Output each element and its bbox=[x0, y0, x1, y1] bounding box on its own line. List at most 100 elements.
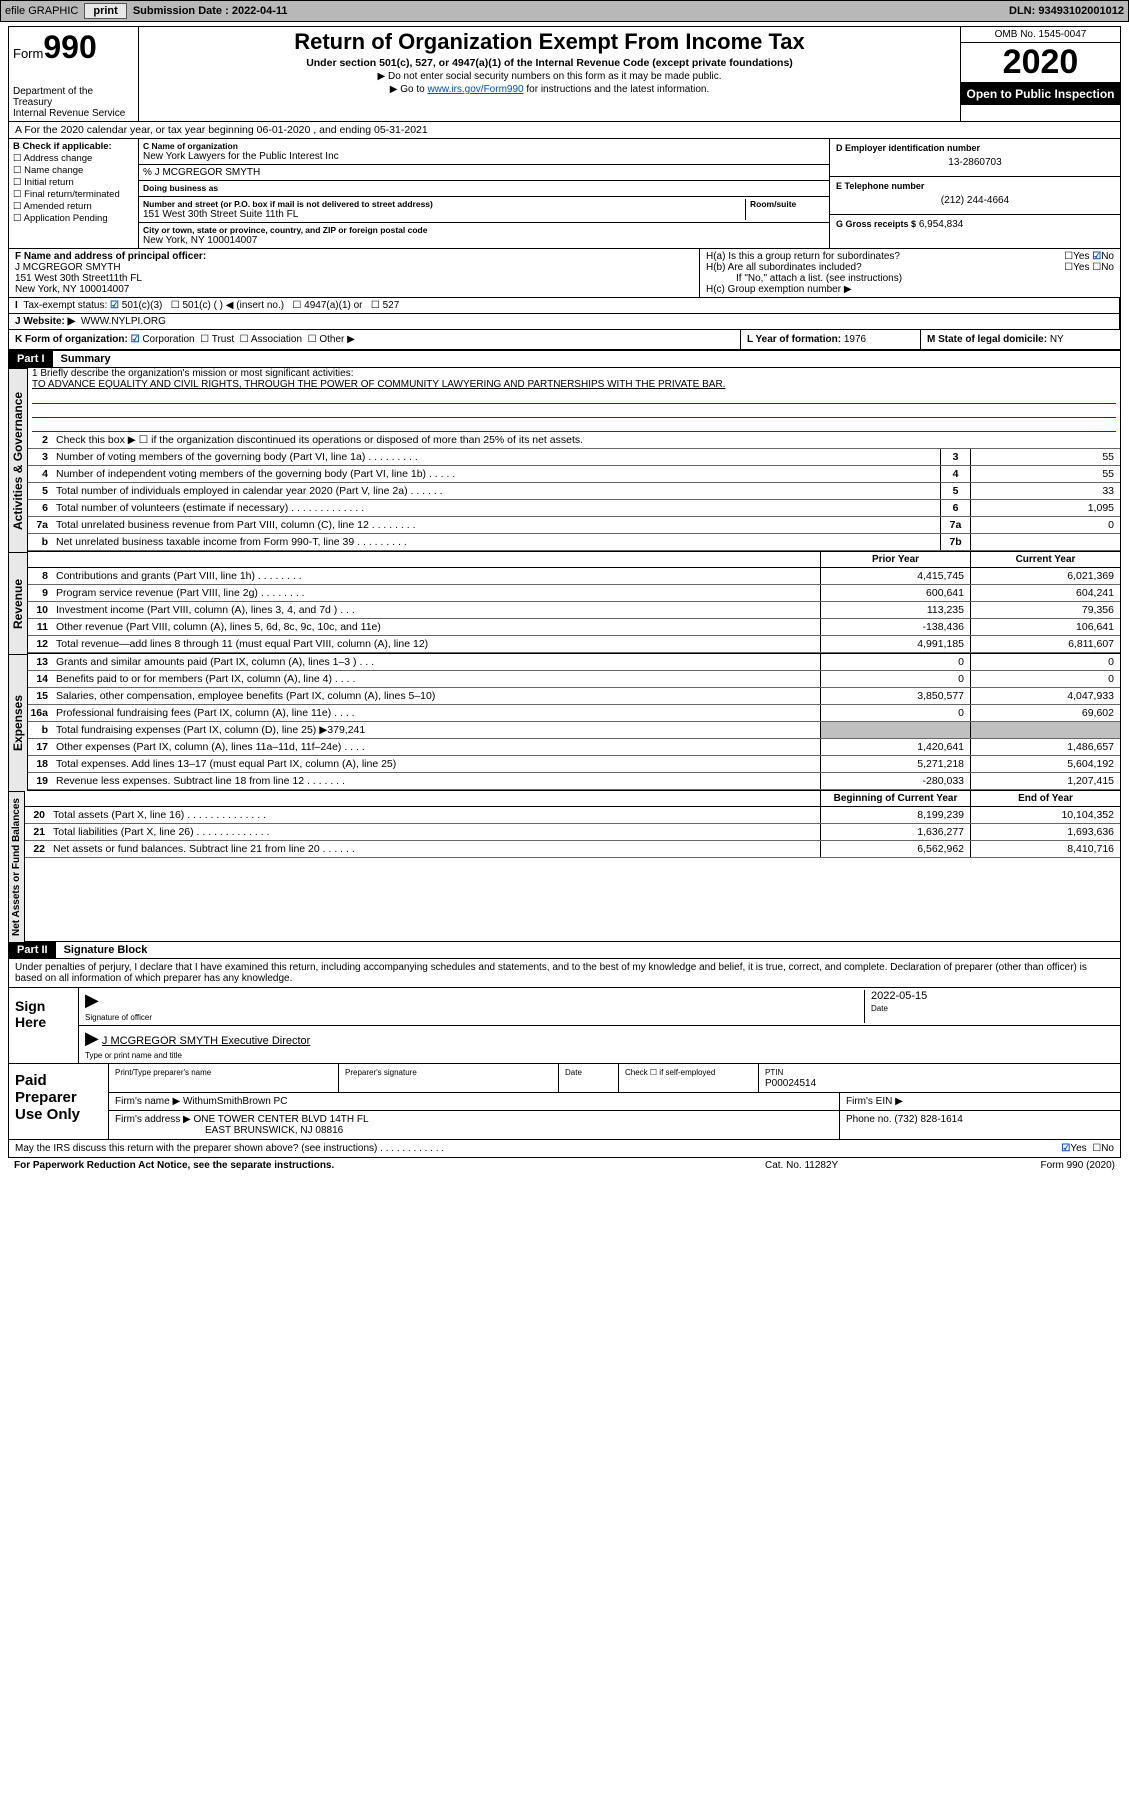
gov-line-6: 6Total number of volunteers (estimate if… bbox=[28, 500, 1120, 517]
hc-label: H(c) Group exemption number ▶ bbox=[706, 284, 1114, 295]
col-b-checkboxes: B Check if applicable: ☐ Address change … bbox=[9, 139, 139, 248]
website-value: WWW.NYLPI.ORG bbox=[81, 316, 166, 327]
rev-line-10: 10Investment income (Part VIII, column (… bbox=[28, 602, 1120, 619]
exp-line-b: bTotal fundraising expenses (Part IX, co… bbox=[28, 722, 1120, 739]
care-of: % J MCGREGOR SMYTH bbox=[139, 165, 829, 181]
chk-final[interactable]: ☐ Final return/terminated bbox=[13, 189, 134, 200]
current-year-hdr: Current Year bbox=[970, 552, 1120, 567]
part1-name: Summary bbox=[53, 351, 119, 367]
gross-label: G Gross receipts $ bbox=[836, 219, 916, 229]
exp-line-14: 14Benefits paid to or for members (Part … bbox=[28, 671, 1120, 688]
firm-ein-label: Firm's EIN ▶ bbox=[840, 1093, 1120, 1110]
city-state-zip: New York, NY 100014007 bbox=[143, 235, 825, 246]
irs-link[interactable]: www.irs.gov/Form990 bbox=[427, 84, 523, 95]
side-governance: Activities & Governance bbox=[8, 368, 28, 552]
officer-label: F Name and address of principal officer: bbox=[15, 251, 206, 262]
ha-label: H(a) Is this a group return for subordin… bbox=[706, 251, 900, 262]
gov-line-7b: bNet unrelated business taxable income f… bbox=[28, 534, 1120, 551]
form-title: Return of Organization Exempt From Incom… bbox=[145, 29, 954, 55]
year-formation: 1976 bbox=[844, 334, 866, 345]
print-button[interactable]: print bbox=[84, 3, 126, 19]
sig-date: 2022-05-15 bbox=[871, 990, 927, 1002]
officer-addr1: 151 West 30th Street11th FL bbox=[15, 273, 693, 284]
hb-note: If "No," attach a list. (see instruction… bbox=[706, 273, 1114, 284]
note-goto-pre: ▶ Go to bbox=[390, 84, 428, 95]
phone-label: Phone no. bbox=[846, 1114, 892, 1125]
form-header: Form990 Department of the Treasury Inter… bbox=[8, 26, 1121, 122]
side-expenses: Expenses bbox=[8, 654, 28, 791]
year-formation-label: L Year of formation: bbox=[747, 334, 841, 345]
submission-date: Submission Date : 2022-04-11 bbox=[133, 5, 288, 17]
beg-year-hdr: Beginning of Current Year bbox=[820, 791, 970, 806]
net-line-20: 20Total assets (Part X, line 16) . . . .… bbox=[25, 807, 1120, 824]
tax-year: 2020 bbox=[961, 43, 1120, 83]
form-number: 990 bbox=[43, 29, 96, 65]
part2-bar: Part II bbox=[9, 942, 56, 958]
gross-receipts: 6,954,834 bbox=[919, 219, 964, 230]
rev-line-9: 9Program service revenue (Part VIII, lin… bbox=[28, 585, 1120, 602]
state-domicile-label: M State of legal domicile: bbox=[927, 334, 1047, 345]
irs-label: Internal Revenue Service bbox=[13, 108, 134, 119]
gov-line-5: 5Total number of individuals employed in… bbox=[28, 483, 1120, 500]
ptin-value: P00024514 bbox=[765, 1078, 816, 1089]
gov-line-4: 4Number of independent voting members of… bbox=[28, 466, 1120, 483]
col-d-ein: D Employer identification number13-28607… bbox=[830, 139, 1120, 248]
officer-sig-label: Signature of officer bbox=[85, 1013, 152, 1022]
rev-line-12: 12Total revenue—add lines 8 through 11 (… bbox=[28, 636, 1120, 653]
net-line-21: 21Total liabilities (Part X, line 26) . … bbox=[25, 824, 1120, 841]
efile-label: efile GRAPHIC bbox=[5, 5, 78, 17]
gov-line-3: 3Number of voting members of the governi… bbox=[28, 449, 1120, 466]
firm-name: WithumSmithBrown PC bbox=[183, 1096, 287, 1107]
firm-phone: (732) 828-1614 bbox=[894, 1114, 962, 1125]
addr-label: Number and street (or P.O. box if mail i… bbox=[143, 199, 745, 209]
street-address: 151 West 30th Street Suite 11th FL bbox=[143, 209, 745, 220]
firm-name-label: Firm's name ▶ bbox=[115, 1096, 180, 1107]
date-label: Date bbox=[871, 1004, 888, 1013]
q1-label: 1 Briefly describe the organization's mi… bbox=[32, 368, 1116, 379]
part2-name: Signature Block bbox=[56, 942, 156, 958]
side-revenue: Revenue bbox=[8, 552, 28, 654]
hb-label: H(b) Are all subordinates included? bbox=[706, 262, 862, 273]
prior-year-hdr: Prior Year bbox=[820, 552, 970, 567]
firm-addr2: EAST BRUNSWICK, NJ 08816 bbox=[115, 1125, 343, 1136]
paid-preparer-label: Paid Preparer Use Only bbox=[9, 1064, 109, 1139]
self-employed-chk: Check ☐ if self-employed bbox=[625, 1068, 715, 1077]
note-goto-post: for instructions and the latest informat… bbox=[524, 84, 710, 95]
dba-label: Doing business as bbox=[143, 183, 218, 193]
chk-address[interactable]: ☐ Address change bbox=[13, 153, 134, 164]
part1-bar: Part I bbox=[9, 351, 53, 367]
org-name-label: C Name of organization bbox=[143, 141, 825, 151]
exp-line-16a: 16aProfessional fundraising fees (Part I… bbox=[28, 705, 1120, 722]
org-name: New York Lawyers for the Public Interest… bbox=[143, 151, 825, 162]
perjury-declaration: Under penalties of perjury, I declare th… bbox=[9, 959, 1120, 987]
prep-date-hdr: Date bbox=[565, 1068, 582, 1077]
room-label: Room/suite bbox=[745, 199, 825, 220]
officer-name-title: J MCGREGOR SMYTH Executive Director bbox=[102, 1035, 310, 1047]
chk-amended[interactable]: ☐ Amended return bbox=[13, 201, 134, 212]
sign-here-label: Sign Here bbox=[9, 988, 79, 1063]
prep-sig-hdr: Preparer's signature bbox=[345, 1068, 417, 1077]
rev-line-11: 11Other revenue (Part VIII, column (A), … bbox=[28, 619, 1120, 636]
tel-label: E Telephone number bbox=[836, 181, 1114, 191]
omb-number: OMB No. 1545-0047 bbox=[961, 27, 1120, 43]
ptin-label: PTIN bbox=[765, 1068, 783, 1077]
ein-value: 13-2860703 bbox=[836, 153, 1114, 172]
rev-line-8: 8Contributions and grants (Part VIII, li… bbox=[28, 568, 1120, 585]
telephone: (212) 244-4664 bbox=[836, 191, 1114, 210]
discuss-question: May the IRS discuss this return with the… bbox=[15, 1143, 1061, 1154]
ein-label: D Employer identification number bbox=[836, 143, 1114, 153]
gov-line-7a: 7aTotal unrelated business revenue from … bbox=[28, 517, 1120, 534]
exp-line-17: 17Other expenses (Part IX, column (A), l… bbox=[28, 739, 1120, 756]
chk-pending[interactable]: ☐ Application Pending bbox=[13, 213, 134, 224]
website-label: J Website: ▶ bbox=[15, 316, 75, 327]
chk-name[interactable]: ☐ Name change bbox=[13, 165, 134, 176]
dept-treasury: Department of the Treasury bbox=[13, 86, 134, 108]
state-domicile: NY bbox=[1050, 334, 1064, 345]
officer-name: J MCGREGOR SMYTH bbox=[15, 262, 693, 273]
tax-exempt-label: Tax-exempt status: bbox=[23, 300, 107, 311]
exp-line-18: 18Total expenses. Add lines 13–17 (must … bbox=[28, 756, 1120, 773]
exp-line-15: 15Salaries, other compensation, employee… bbox=[28, 688, 1120, 705]
chk-initial[interactable]: ☐ Initial return bbox=[13, 177, 134, 188]
end-year-hdr: End of Year bbox=[970, 791, 1120, 806]
form-footer: Form 990 (2020) bbox=[965, 1160, 1115, 1171]
